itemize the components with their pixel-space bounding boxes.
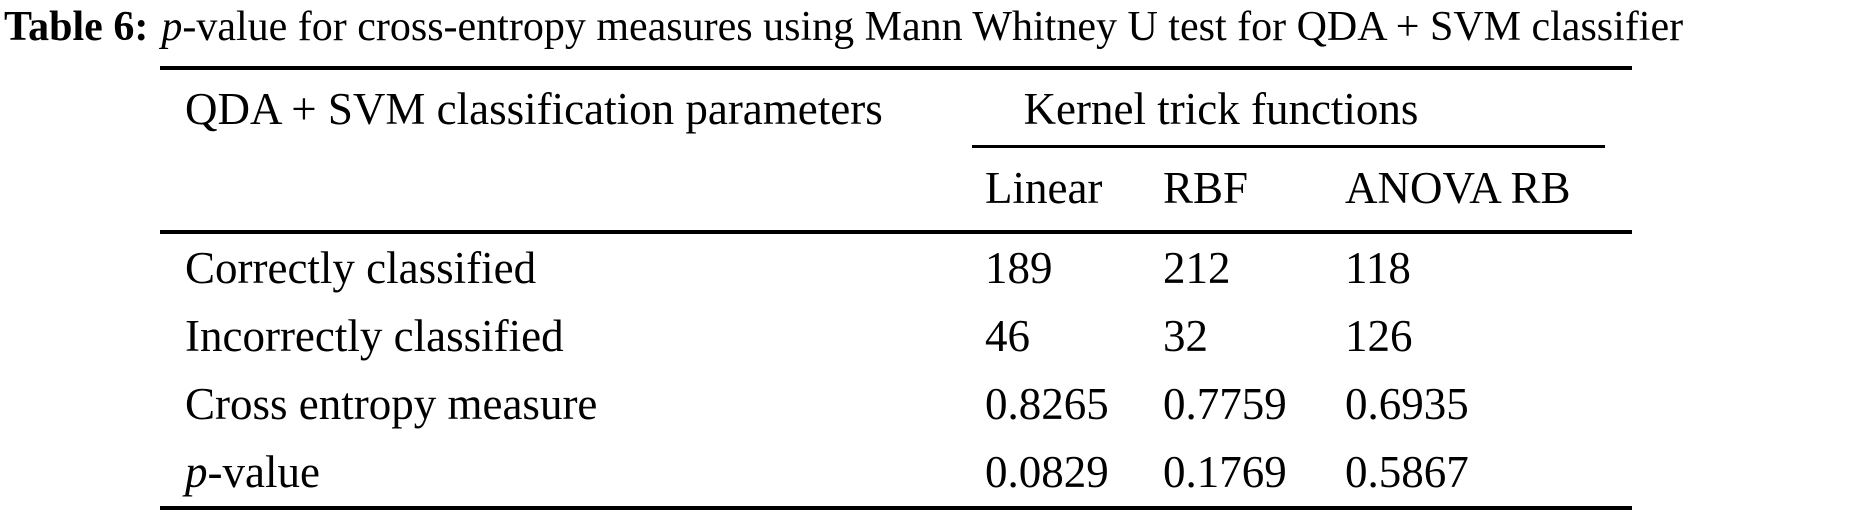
cell-value: 0.6935 xyxy=(1345,379,1469,429)
caption-label: Table 6: xyxy=(4,4,149,50)
table-row: Cross entropy measure 0.8265 0.7759 0.69… xyxy=(160,370,1632,438)
cell-value: 118 xyxy=(1345,243,1411,293)
caption-italic-p: p xyxy=(161,4,183,50)
column-header-row: Linear RBF ANOVA RB xyxy=(160,152,1632,224)
caption-text: p-value for cross-entropy measures using… xyxy=(161,4,1683,50)
caption-rest: -value for cross-entropy measures using … xyxy=(182,4,1684,50)
cell-value: 0.7759 xyxy=(1163,379,1287,429)
row-label: Correctly classified xyxy=(185,243,537,293)
table-rule-top xyxy=(160,66,1632,70)
cell-value: 212 xyxy=(1163,243,1231,293)
cell-value: 189 xyxy=(985,243,1053,293)
column-header-linear: Linear xyxy=(985,163,1103,213)
data-table: QDA + SVM classification parameters Kern… xyxy=(160,66,1632,510)
cell-value: 0.0829 xyxy=(985,447,1109,497)
group-header-rule xyxy=(972,145,1605,148)
table-body: Correctly classified 189 212 118 Incorre… xyxy=(160,234,1632,506)
table-row: p-value 0.0829 0.1769 0.5867 xyxy=(160,438,1632,506)
group-header-cell: Kernel trick functions xyxy=(1023,84,1419,134)
cell-value: 0.5867 xyxy=(1345,447,1469,497)
table-rule-mid xyxy=(160,230,1632,234)
cell-value: 0.8265 xyxy=(985,379,1109,429)
table-caption: Table 6: p-value for cross-entropy measur… xyxy=(4,0,1683,54)
cell-value: 0.1769 xyxy=(1163,447,1287,497)
cell-value: 46 xyxy=(985,311,1030,361)
column-header-rbf: RBF xyxy=(1163,163,1249,213)
column-header-anova-rb: ANOVA RB xyxy=(1345,163,1571,213)
cell-value: 126 xyxy=(1345,311,1413,361)
table-rule-bottom xyxy=(160,506,1632,510)
row-label: p-value xyxy=(185,447,320,497)
param-header-cell: QDA + SVM classification parameters xyxy=(185,84,883,134)
cell-value: 32 xyxy=(1163,311,1208,361)
row-label: Cross entropy measure xyxy=(185,379,598,429)
table-row: Incorrectly classified 46 32 126 xyxy=(160,302,1632,370)
table-row: Correctly classified 189 212 118 xyxy=(160,234,1632,302)
row-label: Incorrectly classified xyxy=(185,311,564,361)
